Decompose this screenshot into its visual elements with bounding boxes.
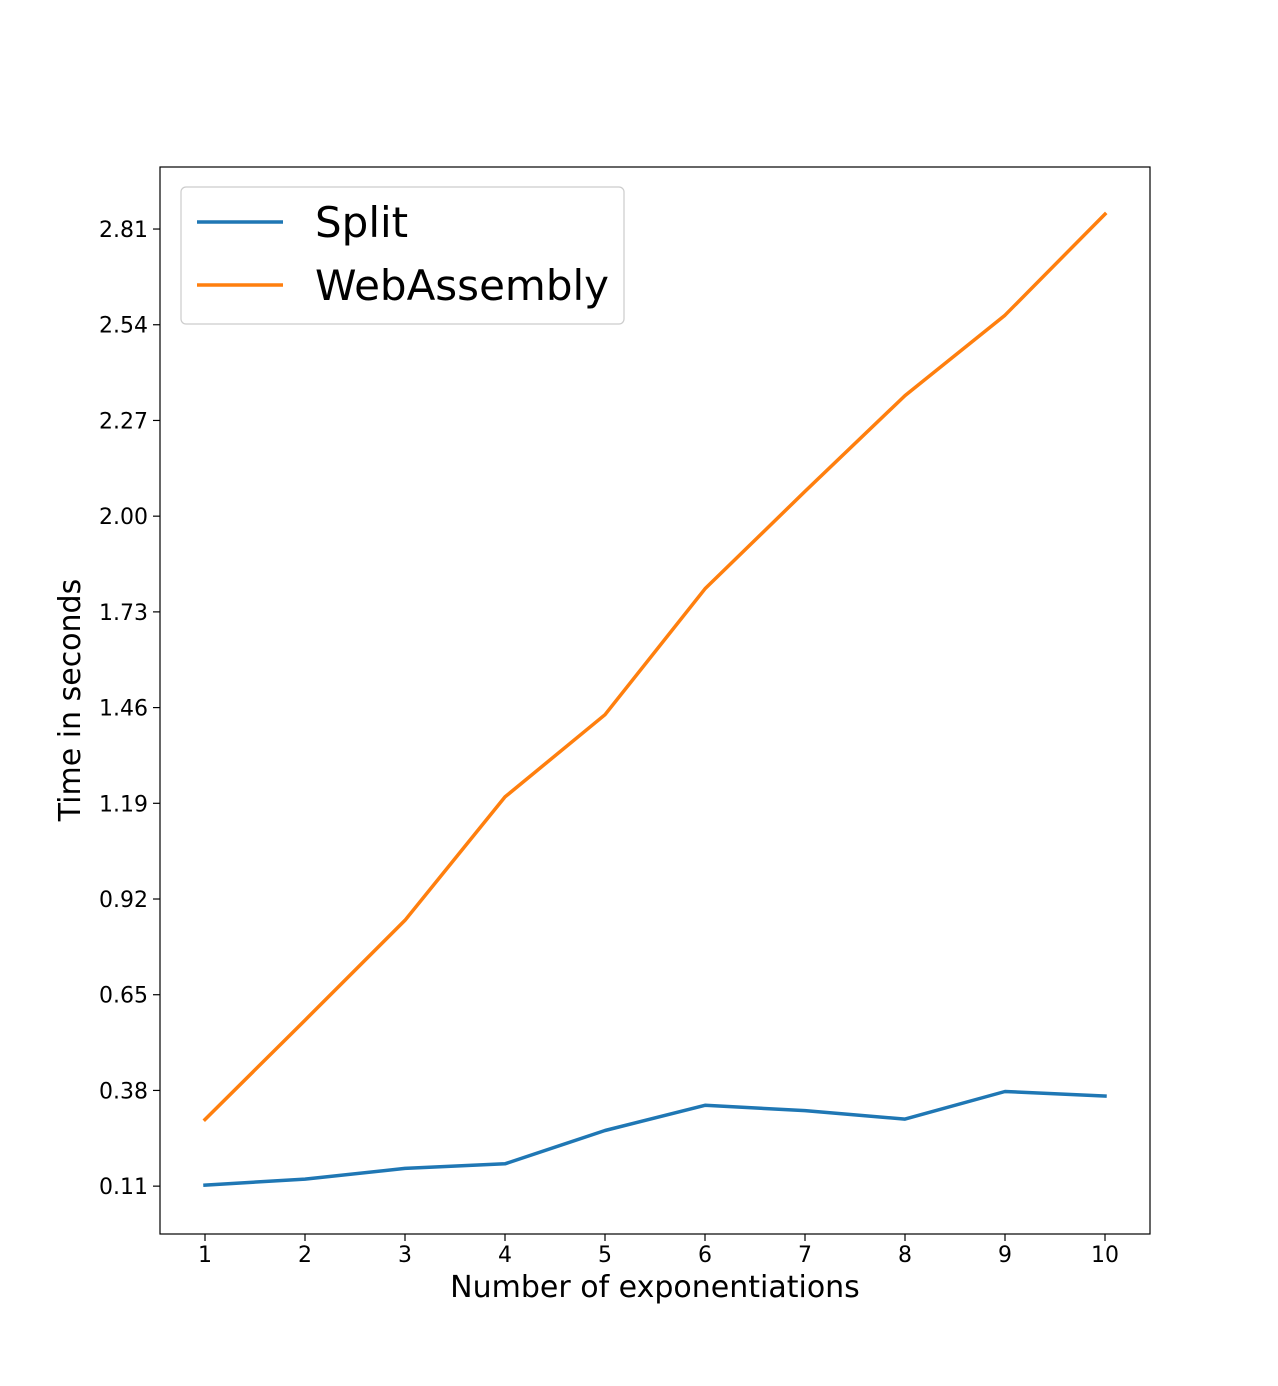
x-tick-label: 2 xyxy=(298,1243,312,1268)
x-tick-label: 3 xyxy=(398,1243,412,1268)
x-tick-label: 1 xyxy=(198,1243,212,1268)
y-axis-title: Time in seconds xyxy=(53,579,88,822)
y-tick-label: 1.19 xyxy=(99,792,148,817)
x-tick-label: 4 xyxy=(498,1243,512,1268)
x-axis: 1 2 3 4 5 6 7 8 9 10 xyxy=(198,1234,1119,1268)
y-tick-label: 2.81 xyxy=(99,218,148,243)
y-axis: 0.11 0.38 0.65 0.92 1.19 1.46 1.73 2.00 2.27 2.54… xyxy=(99,218,160,1200)
y-tick-label: 0.11 xyxy=(99,1175,148,1200)
plot-marks xyxy=(202,211,1108,1187)
legend-label-split: Split xyxy=(315,198,408,247)
y-tick-label: 2.00 xyxy=(99,505,148,530)
x-tick-label: 6 xyxy=(698,1243,712,1268)
legend-box xyxy=(180,186,625,325)
y-tick-label: 0.92 xyxy=(99,888,148,913)
x-tick-label: 9 xyxy=(998,1243,1012,1268)
x-axis-title: Number of exponentiations xyxy=(450,1270,860,1305)
legend: Split WebAssembly xyxy=(180,186,625,325)
legend-label-webassembly: WebAssembly xyxy=(315,261,609,310)
x-tick-label: 7 xyxy=(798,1243,812,1268)
y-tick-label: 1.46 xyxy=(99,697,148,722)
plot-area-frame xyxy=(159,166,1151,1235)
x-tick-label: 10 xyxy=(1091,1243,1119,1268)
series-line-webassembly xyxy=(202,211,1108,1122)
x-tick-label: 8 xyxy=(898,1243,912,1268)
y-tick-label: 2.27 xyxy=(99,409,148,434)
y-tick-label: 0.38 xyxy=(99,1079,148,1104)
x-tick-label: 5 xyxy=(598,1243,612,1268)
y-tick-label: 1.73 xyxy=(99,601,148,626)
y-tick-label: 2.54 xyxy=(99,314,148,339)
series-line-split xyxy=(203,1089,1107,1187)
y-tick-label: 0.65 xyxy=(99,984,148,1009)
